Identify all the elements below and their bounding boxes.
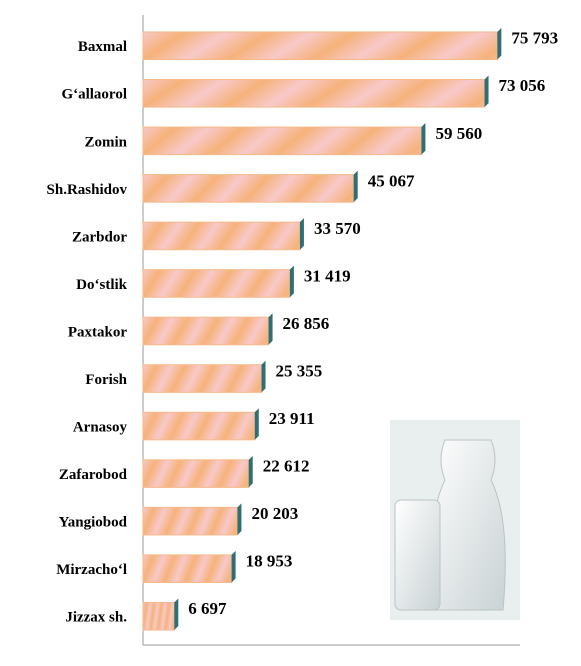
bar-cap: [299, 218, 304, 250]
bar-cap: [421, 123, 426, 155]
category-label: Baxmal: [78, 39, 127, 55]
bar: [142, 31, 498, 61]
bar-cap: [353, 170, 358, 203]
category-label: Forish: [85, 372, 127, 388]
value-label: 59 560: [435, 124, 482, 143]
category-label: Yangiobod: [59, 515, 128, 531]
value-label: 75 793: [511, 29, 558, 48]
bar: [142, 269, 291, 298]
category-label: Zomin: [84, 134, 127, 150]
bar: [142, 221, 301, 251]
value-label: 31 419: [304, 266, 351, 285]
bar-cap: [174, 598, 179, 631]
category-label: G‘allaorol: [61, 87, 127, 103]
bar-cap: [237, 503, 242, 535]
bar: [142, 79, 486, 108]
value-label: 25 355: [276, 361, 323, 380]
bar: [142, 459, 250, 488]
bar-cap: [289, 265, 294, 298]
bar: [142, 554, 233, 583]
category-label: Jizzax sh.: [65, 610, 127, 626]
bar: [142, 316, 270, 346]
value-label: 33 570: [314, 219, 361, 238]
bar-cap: [231, 550, 236, 583]
milk-picture: [390, 420, 520, 620]
bar: [142, 364, 263, 393]
bar-cap: [261, 360, 266, 393]
category-label: Paxtakor: [68, 324, 128, 340]
category-label: Do‘stlik: [76, 277, 127, 293]
bar-cap: [484, 75, 489, 108]
bar: [142, 174, 355, 203]
value-label: 23 911: [269, 409, 315, 428]
category-label: Zarbdor: [72, 229, 127, 245]
bar-cap: [497, 27, 502, 60]
value-label: 26 856: [283, 314, 330, 333]
category-label: Sh.Rashidov: [47, 182, 128, 198]
bar: [142, 411, 256, 441]
category-label: Mirzacho‘l: [56, 562, 127, 578]
category-label: Zafarobod: [59, 467, 128, 483]
value-label: 6 697: [188, 599, 227, 618]
value-label: 22 612: [263, 457, 310, 476]
value-label: 18 953: [246, 552, 293, 571]
bar-cap: [254, 408, 259, 440]
value-label: 20 203: [251, 504, 298, 523]
category-label: Arnasoy: [73, 420, 128, 436]
bar-cap: [248, 455, 253, 488]
value-label: 45 067: [368, 171, 415, 190]
bar: [142, 126, 422, 156]
bar-cap: [268, 313, 273, 345]
bar: [142, 506, 238, 536]
bar: [142, 601, 175, 631]
value-label: 73 056: [499, 76, 546, 95]
